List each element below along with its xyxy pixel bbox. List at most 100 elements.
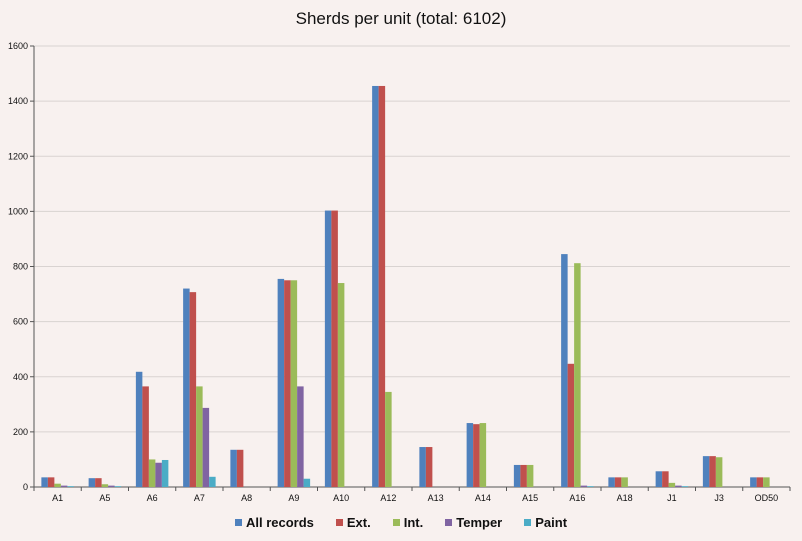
legend-swatch: [524, 519, 532, 526]
legend-label: Paint: [535, 515, 568, 530]
bar: [230, 449, 237, 487]
legend-label: Ext.: [346, 515, 371, 530]
bar: [662, 471, 669, 487]
bar: [236, 449, 244, 487]
bar: [183, 288, 190, 487]
x-tick-label: A16: [569, 493, 585, 503]
bar: [425, 447, 433, 487]
bar: [101, 484, 109, 487]
bar: [709, 456, 716, 487]
bar: [372, 85, 379, 487]
y-tick-label: 200: [13, 427, 28, 437]
bar: [331, 210, 338, 487]
bar: [337, 283, 345, 487]
y-tick-label: 1000: [8, 206, 28, 216]
bar: [513, 464, 521, 487]
x-tick-label: A12: [380, 493, 396, 503]
y-tick-label: 1200: [8, 151, 28, 161]
bar: [108, 485, 115, 487]
bar: [587, 486, 594, 487]
legend-item: Ext.: [335, 515, 371, 530]
bar: [385, 391, 392, 487]
bar: [473, 424, 480, 487]
bar: [54, 483, 61, 487]
x-tick-label: A7: [194, 493, 205, 503]
bar: [47, 477, 55, 487]
y-tick-label: 0: [23, 482, 28, 492]
legend-label: All records: [245, 515, 314, 530]
legend-swatch: [335, 519, 343, 526]
x-tick-label: A18: [617, 493, 633, 503]
bar: [88, 478, 96, 487]
legend-label: Temper: [456, 515, 503, 530]
x-tick-label: A1: [52, 493, 63, 503]
bar: [520, 464, 527, 487]
legend-item: Paint: [524, 515, 567, 530]
y-tick-label: 1600: [8, 41, 28, 51]
bar: [196, 386, 203, 487]
bar: [567, 363, 575, 487]
bar: [702, 456, 710, 487]
legend-swatch: [392, 519, 400, 526]
legend: All records Ext. Int. Temper Paint: [0, 515, 802, 530]
bar: [675, 485, 682, 487]
bar: [284, 280, 291, 487]
y-tick-label: 1400: [8, 96, 28, 106]
legend-item: Int.: [392, 515, 424, 530]
bar: [526, 464, 534, 487]
y-tick-label: 600: [13, 317, 28, 327]
x-tick-label: A8: [241, 493, 252, 503]
bar: [756, 477, 764, 487]
bar: [303, 478, 311, 487]
bar: [135, 371, 143, 487]
x-tick-label: A6: [147, 493, 158, 503]
bar: [750, 477, 757, 487]
bar: [681, 486, 689, 487]
bar: [290, 280, 298, 487]
bar: [655, 471, 663, 487]
bar: [189, 292, 197, 487]
bar: [148, 459, 156, 487]
bar: [60, 485, 68, 487]
gridlines: [34, 45, 790, 433]
x-tick-label: A9: [288, 493, 299, 503]
x-tick-label: OD50: [755, 493, 779, 503]
bar: [41, 477, 48, 487]
y-tick-label: 400: [13, 372, 28, 382]
x-tick-label: A14: [475, 493, 491, 503]
bar: [155, 462, 162, 487]
x-tick-label: A13: [428, 493, 444, 503]
bar: [114, 486, 122, 487]
x-tick-label: J1: [667, 493, 677, 503]
bar: [209, 476, 216, 487]
legend-swatch: [234, 519, 242, 526]
bar: [378, 85, 386, 487]
bar: [277, 278, 285, 487]
bar: [67, 486, 74, 487]
legend-label: Int.: [403, 515, 424, 530]
legend-swatch: [445, 519, 453, 526]
bar: [297, 386, 304, 487]
bar: [621, 477, 628, 487]
bar: [668, 482, 676, 487]
x-tick-label: A15: [522, 493, 538, 503]
bar: [561, 254, 568, 487]
legend-item: All records: [234, 515, 314, 530]
bar: [95, 478, 102, 487]
bar: [715, 457, 723, 487]
x-tick-label: A5: [99, 493, 110, 503]
tick-labels: 0 200 400 600 800 1000 1200 1400 1600 A1 A5 A6 A7 A8 A…: [8, 41, 778, 503]
bar: [466, 423, 474, 487]
bar: [142, 386, 149, 487]
bar: [614, 477, 622, 487]
x-tick-label: A10: [333, 493, 349, 503]
bar: [324, 210, 332, 487]
bar: [580, 485, 588, 487]
y-tick-label: 800: [13, 262, 28, 272]
bar: [574, 263, 581, 487]
bar: [608, 477, 615, 487]
bar: [763, 477, 770, 487]
bar: [202, 407, 210, 487]
bar: [419, 447, 426, 487]
